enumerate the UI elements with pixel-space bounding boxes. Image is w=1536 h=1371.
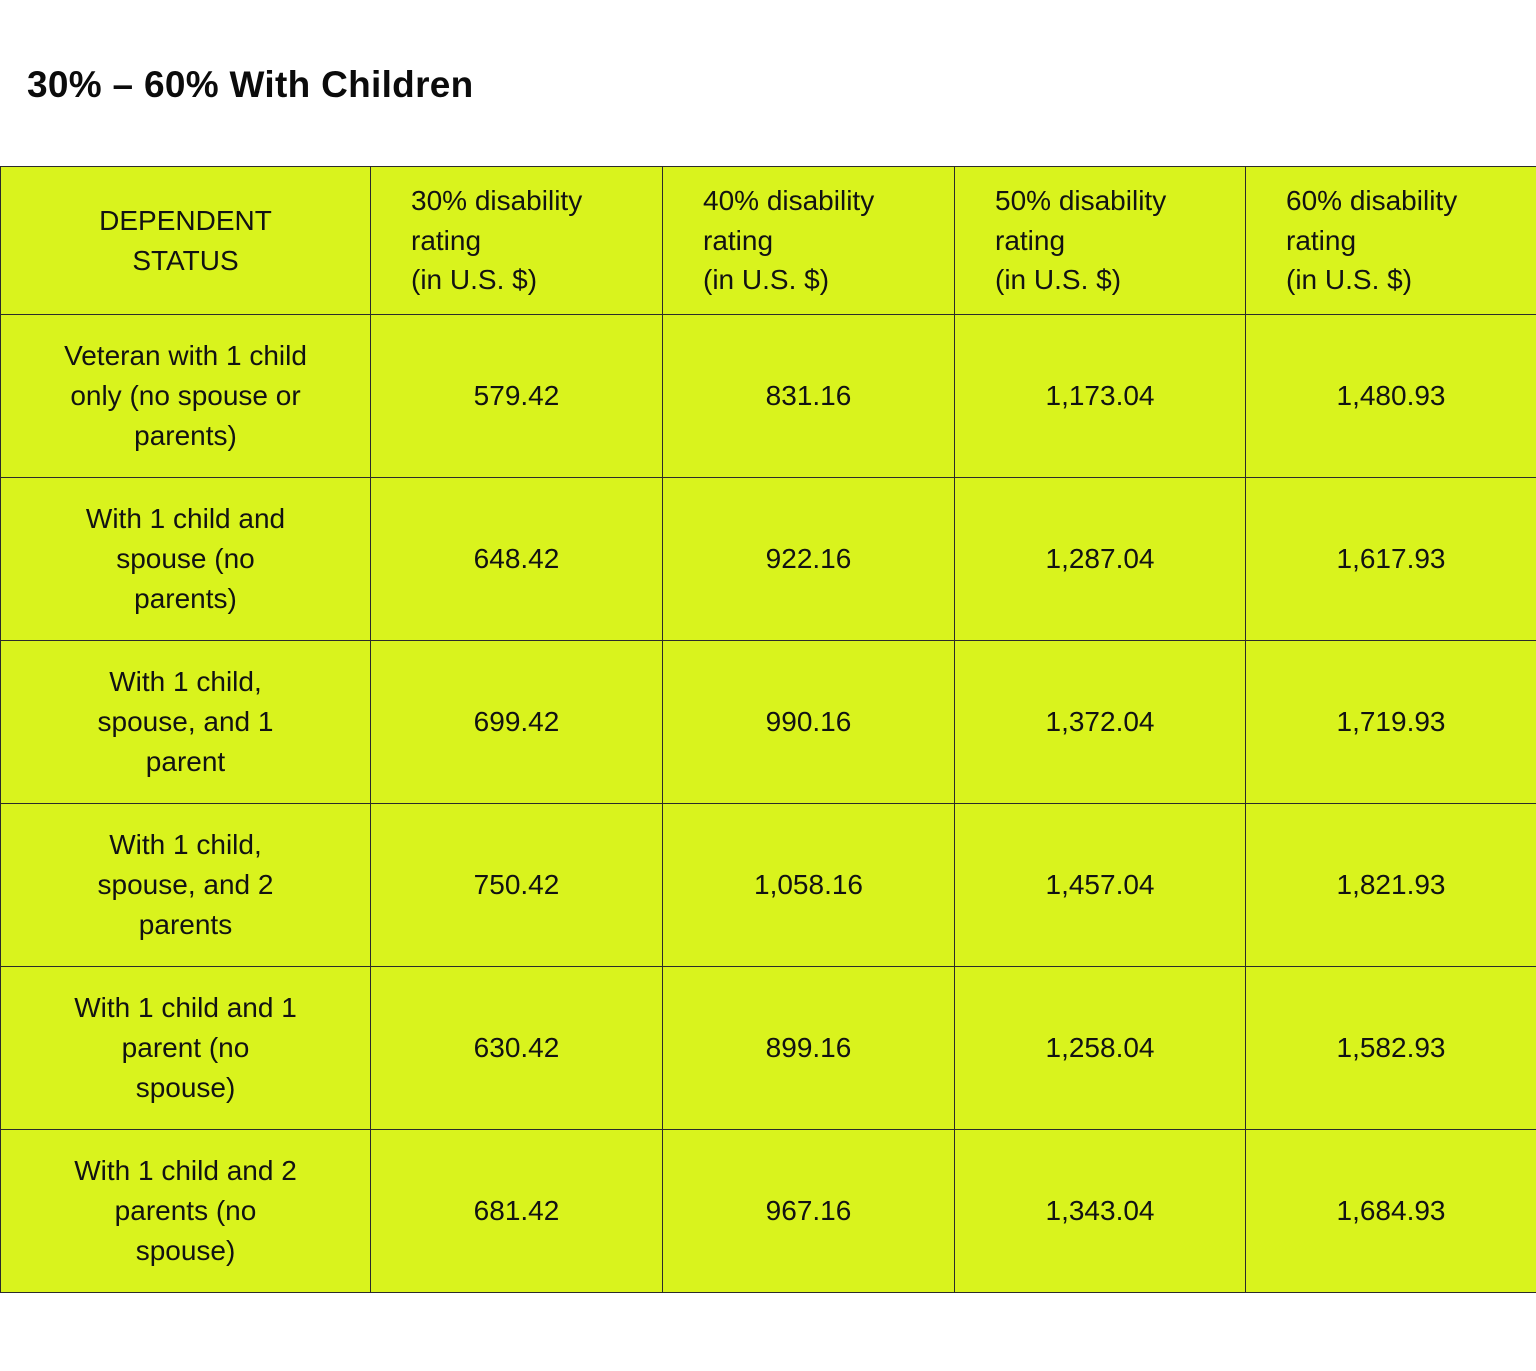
column-header-rating: 60% disability rating (in U.S. $) xyxy=(1246,167,1536,315)
page: 30% – 60% With Children DEPENDENT STATUS… xyxy=(0,64,1536,1293)
dependent-status-cell: With 1 child, spouse, and 2 parents xyxy=(1,804,371,967)
dependent-status-cell: With 1 child, spouse, and 1 parent xyxy=(1,641,371,804)
amount-cell: 1,287.04 xyxy=(955,478,1246,641)
column-header-rating: 40% disability rating (in U.S. $) xyxy=(663,167,955,315)
amount-cell: 648.42 xyxy=(371,478,663,641)
amount-cell: 1,684.93 xyxy=(1246,1130,1536,1293)
column-header-rating: 30% disability rating (in U.S. $) xyxy=(371,167,663,315)
dependent-status-cell: With 1 child and 2 parents (no spouse) xyxy=(1,1130,371,1293)
amount-cell: 699.42 xyxy=(371,641,663,804)
amount-cell: 922.16 xyxy=(663,478,955,641)
amount-cell: 831.16 xyxy=(663,315,955,478)
amount-cell: 750.42 xyxy=(371,804,663,967)
column-header-rating: 50% disability rating (in U.S. $) xyxy=(955,167,1246,315)
amount-cell: 1,480.93 xyxy=(1246,315,1536,478)
amount-cell: 630.42 xyxy=(371,967,663,1130)
amount-cell: 1,457.04 xyxy=(955,804,1246,967)
table-row: Veteran with 1 child only (no spouse or … xyxy=(1,315,1536,478)
dependent-status-cell: Veteran with 1 child only (no spouse or … xyxy=(1,315,371,478)
amount-cell: 1,173.04 xyxy=(955,315,1246,478)
amount-cell: 899.16 xyxy=(663,967,955,1130)
table-row: With 1 child and 1 parent (no spouse)630… xyxy=(1,967,1536,1130)
table-row: With 1 child and 2 parents (no spouse)68… xyxy=(1,1130,1536,1293)
amount-cell: 1,719.93 xyxy=(1246,641,1536,804)
amount-cell: 1,372.04 xyxy=(955,641,1246,804)
amount-cell: 1,258.04 xyxy=(955,967,1246,1130)
amount-cell: 1,343.04 xyxy=(955,1130,1246,1293)
dependent-status-cell: With 1 child and spouse (no parents) xyxy=(1,478,371,641)
column-header-dependent-status: DEPENDENT STATUS xyxy=(1,167,371,315)
amount-cell: 967.16 xyxy=(663,1130,955,1293)
table-row: With 1 child and spouse (no parents)648.… xyxy=(1,478,1536,641)
amount-cell: 1,058.16 xyxy=(663,804,955,967)
amount-cell: 1,617.93 xyxy=(1246,478,1536,641)
page-title: 30% – 60% With Children xyxy=(27,64,1536,106)
amount-cell: 579.42 xyxy=(371,315,663,478)
amount-cell: 990.16 xyxy=(663,641,955,804)
table-body: Veteran with 1 child only (no spouse or … xyxy=(1,315,1536,1293)
amount-cell: 681.42 xyxy=(371,1130,663,1293)
amount-cell: 1,821.93 xyxy=(1246,804,1536,967)
dependent-status-cell: With 1 child and 1 parent (no spouse) xyxy=(1,967,371,1130)
amount-cell: 1,582.93 xyxy=(1246,967,1536,1130)
